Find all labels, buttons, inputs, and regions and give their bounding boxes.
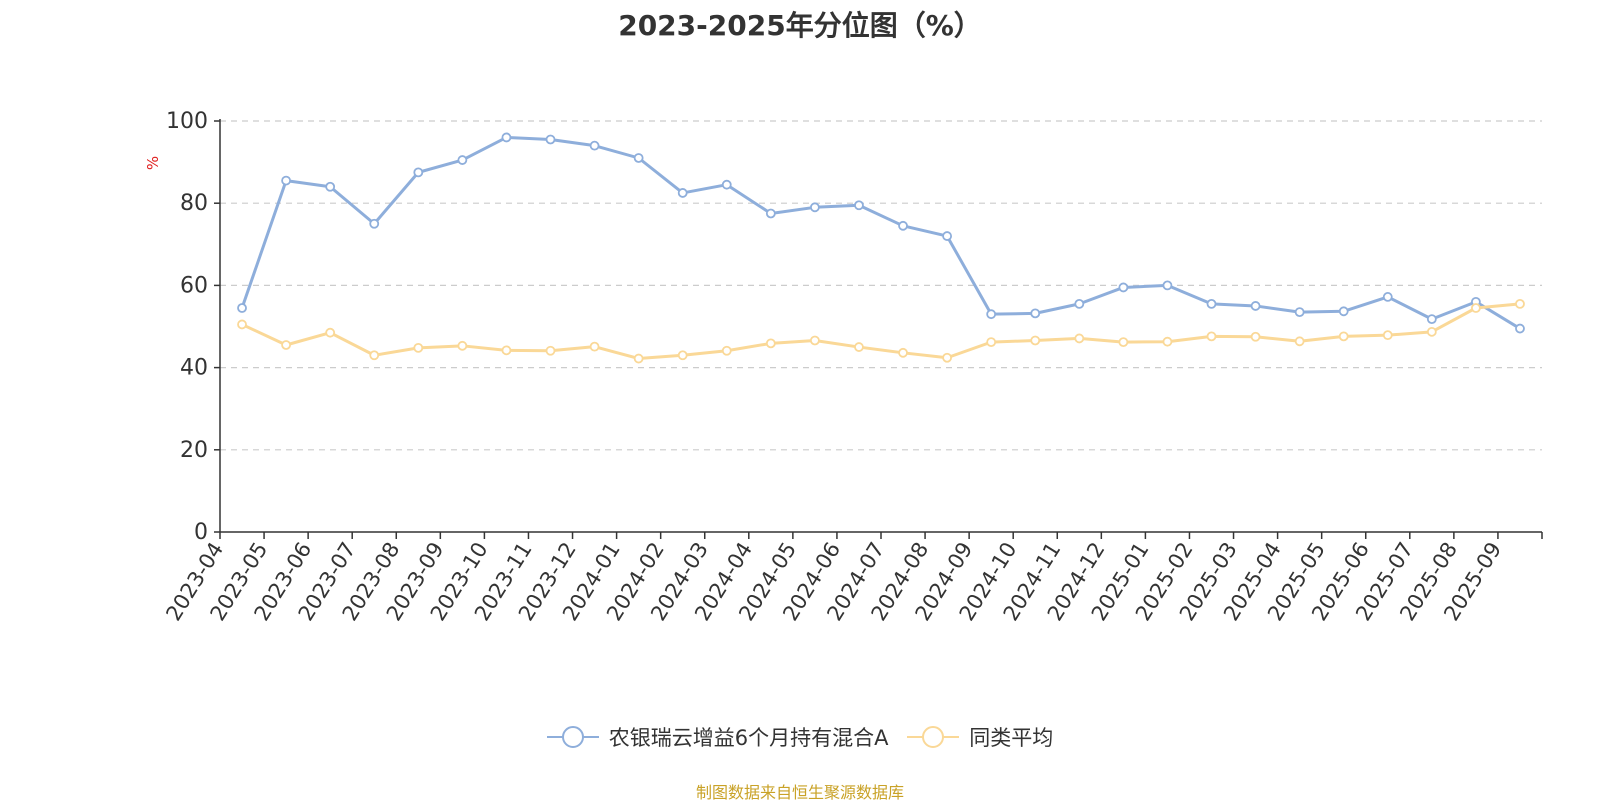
series-0-point (854, 200, 864, 211)
series-1-point (633, 353, 644, 364)
series-1-point (1338, 331, 1349, 342)
series-1-point (457, 340, 468, 351)
legend-swatch-average-icon (907, 726, 960, 748)
series-1-point (545, 345, 556, 356)
series-1-point (898, 347, 908, 358)
series-1-point (1426, 326, 1437, 337)
series-0-point (633, 153, 644, 163)
series-1-point (986, 337, 997, 348)
series-0-point (1426, 314, 1437, 325)
legend-item-fund[interactable]: 农银瑞云增益6个月持有混合A (546, 722, 889, 752)
series-1-point (810, 335, 820, 346)
series-1-point (1471, 303, 1481, 313)
grid-lines (220, 120, 1542, 451)
legend-label-fund: 农银瑞云增益6个月持有混合A (608, 726, 889, 750)
legend-item-average[interactable]: 同类平均 (907, 722, 1053, 752)
legend-swatch-fund-icon (546, 726, 599, 748)
series-1-point (721, 345, 732, 356)
series-1-point (765, 338, 776, 349)
series-0-point (1338, 306, 1349, 317)
series-1-point (501, 345, 512, 356)
series-0-point (413, 167, 424, 178)
series-1-point (854, 342, 864, 352)
y-tick-label: 20 (180, 438, 208, 463)
series-0-point (765, 208, 776, 219)
series-1-point (1294, 336, 1305, 347)
y-tick-label: 60 (180, 273, 208, 298)
series-1-point (942, 352, 952, 363)
series-0-point (545, 134, 556, 145)
y-axis-label: % (144, 156, 162, 170)
series-0-point (1118, 282, 1129, 293)
chart-title: 2023-2025年分位图（%） (618, 9, 982, 42)
series-0-point (1030, 308, 1041, 319)
series-1-point (1074, 333, 1085, 344)
series-1-point (413, 342, 424, 353)
series-1-point (589, 341, 600, 352)
series-0-point (986, 309, 997, 320)
series-0-point (1382, 292, 1393, 302)
series-0-point (942, 231, 952, 241)
series-lines (237, 132, 1525, 364)
series-0-point (325, 181, 336, 192)
series-0-point (810, 202, 820, 213)
series-0-point (1074, 298, 1085, 309)
series-0-point (237, 303, 247, 313)
series-line-1 (241, 302, 1521, 361)
series-0-point (369, 218, 380, 229)
y-tick-label: 100 (166, 109, 208, 134)
series-0-point (1162, 280, 1173, 291)
series-0-point (501, 132, 512, 143)
series-0-point (721, 179, 732, 190)
series-0-point (457, 155, 468, 165)
series-1-point (237, 319, 247, 330)
series-1-point (281, 340, 292, 350)
series-0-point (281, 175, 292, 186)
source-note: 制图数据来自恒生聚源数据库 (695, 783, 904, 802)
series-1-point (1250, 331, 1261, 342)
series-1-point (369, 350, 380, 361)
series-1-point (325, 327, 336, 338)
series-0-point (677, 188, 688, 198)
y-tick-label: 80 (180, 191, 208, 216)
series-0-point (1206, 298, 1217, 309)
y-tick-label: 40 (180, 356, 208, 381)
y-tick-label: 0 (194, 520, 208, 545)
series-0-point (898, 220, 908, 231)
series-1-point (1118, 337, 1129, 348)
series-line-0 (240, 135, 1521, 330)
series-0-point (589, 140, 600, 151)
legend-label-average: 同类平均 (969, 726, 1054, 750)
series-1-point (677, 350, 688, 361)
series-1-point (1206, 331, 1217, 342)
series-0-point (1294, 307, 1305, 318)
series-0-point (1250, 301, 1261, 311)
series-1-point (1162, 336, 1173, 347)
series-1-point (1515, 298, 1525, 309)
series-1-point (1030, 335, 1041, 346)
legend: 农银瑞云增益6个月持有混合A 同类平均 (0, 722, 1600, 754)
series-1-point (1382, 330, 1393, 341)
series-0-point (1515, 323, 1525, 334)
